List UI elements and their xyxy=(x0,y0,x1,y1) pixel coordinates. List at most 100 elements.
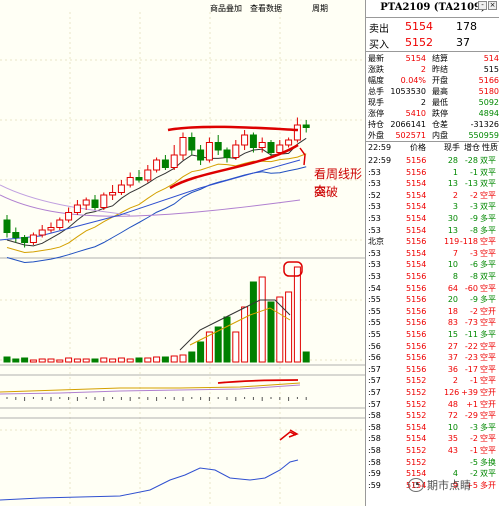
candle-body xyxy=(214,142,222,151)
volume-bar xyxy=(109,358,117,363)
divider xyxy=(366,141,499,142)
tick-price: 5152 xyxy=(406,411,427,421)
tick-time: :53 xyxy=(368,260,381,270)
candle-body xyxy=(100,194,108,208)
tick-row[interactable]: :58 5154 35 -2 空平 xyxy=(366,433,499,444)
tick-time: :59 xyxy=(368,469,381,479)
tick-row[interactable]: :57 5152 48 +1 空开 xyxy=(366,399,499,410)
tick-row[interactable]: :53 5156 8 -8 双平 xyxy=(366,271,499,282)
tick-volume: 43 xyxy=(447,446,458,455)
tick-time: :53 xyxy=(368,179,381,189)
tick-row[interactable]: :56 5156 27 -22 空平 xyxy=(366,341,499,352)
tick-nature: 多平 xyxy=(480,295,496,305)
volume-bar xyxy=(3,356,11,363)
tick-volume: 8 xyxy=(452,272,458,281)
tick-time: :53 xyxy=(368,167,381,177)
tick-volume: 2 xyxy=(452,376,458,386)
tick-price: 5152 xyxy=(406,399,427,409)
tick-time: :53 xyxy=(368,272,381,281)
tick-row[interactable]: :52 5154 2 -2 空平 xyxy=(366,190,499,201)
stat-value: 514 xyxy=(483,54,499,63)
candle-body xyxy=(249,134,257,148)
tick-time: :55 xyxy=(368,306,381,316)
minimize-icon[interactable]: - xyxy=(478,1,487,10)
tick-price: 5154 xyxy=(406,179,427,189)
kline-chart[interactable] xyxy=(0,0,365,506)
tick-row[interactable]: :53 5156 1 -1 双平 xyxy=(366,167,499,178)
tick-nature: 双平 xyxy=(480,179,496,189)
candle-body xyxy=(293,124,301,141)
tick-change: -2 xyxy=(470,469,478,479)
tick-row[interactable]: :56 5156 37 -23 空平 xyxy=(366,352,499,363)
volume-bar xyxy=(241,306,249,363)
stat-label: 幅度 xyxy=(368,76,384,85)
tick-row[interactable]: 北京 5156 119 -118 空平 xyxy=(366,236,499,247)
tick-row[interactable]: 22:59 5156 28 -28 双平 xyxy=(366,155,499,166)
stat-row: 涨停 5410 跌停 4894 xyxy=(366,109,499,119)
tick-change: -17 xyxy=(464,364,478,374)
tick-row[interactable]: :53 5154 30 -9 多平 xyxy=(366,213,499,224)
tick-row[interactable]: :59 5154 4 -2 双平 xyxy=(366,468,499,479)
tick-nature: 空平 xyxy=(480,190,496,200)
tick-row[interactable]: :58 5152 72 -29 空平 xyxy=(366,410,499,421)
stat-label: 总手 xyxy=(368,87,384,96)
stat-row: 现手 2 最低 5092 xyxy=(366,98,499,108)
tick-change: -8 xyxy=(470,272,478,281)
period-link[interactable]: 周期 xyxy=(312,4,328,13)
annotation-line xyxy=(217,379,299,384)
candle-body xyxy=(285,139,293,146)
chart-area[interactable]: 商品叠加 查看数据 周期 看周线形态 突破 xyxy=(0,0,365,506)
tick-time: :58 xyxy=(368,457,381,467)
candle-body xyxy=(29,234,37,243)
tick-time: 22:59 xyxy=(368,156,392,165)
close-icon[interactable]: × xyxy=(488,1,497,10)
tick-volume: 9 xyxy=(452,480,458,490)
tick-row[interactable]: :58 5152 43 -1 空平 xyxy=(366,445,499,456)
window-controls: - × xyxy=(478,1,497,10)
stat-value: 5154 xyxy=(405,54,426,63)
view-data-link[interactable]: 查看数据 xyxy=(250,4,282,13)
stat-label: 最低 xyxy=(432,98,448,107)
tick-change: -5 xyxy=(470,457,478,467)
tick-row[interactable]: :53 5154 3 -3 双平 xyxy=(366,201,499,212)
tick-change: -9 xyxy=(470,295,478,305)
tick-price: 5156 xyxy=(406,283,427,293)
tick-row[interactable]: :55 5156 18 -2 空开 xyxy=(366,306,499,317)
quote-panel: PTA2109 (TA2109) - × 卖出 5154 178 买入 5152… xyxy=(365,0,499,506)
tick-price: 5156 xyxy=(406,167,427,177)
tick-row[interactable]: :53 5154 7 -3 空平 xyxy=(366,248,499,259)
candle-body xyxy=(241,134,249,146)
candle-body xyxy=(276,144,284,153)
overlay-commodity-link[interactable]: 商品叠加 xyxy=(210,4,242,13)
ticks-header-time: 22:59 xyxy=(368,143,392,152)
tick-nature: 空平 xyxy=(480,376,496,386)
tick-row[interactable]: :58 5152 -5 多换 xyxy=(366,457,499,468)
tick-price: 5152 xyxy=(406,388,427,397)
tick-row[interactable]: :55 5156 20 -9 多平 xyxy=(366,294,499,305)
candle-body xyxy=(188,137,196,151)
tick-row[interactable]: :57 5156 36 -17 空平 xyxy=(366,364,499,375)
tick-row[interactable]: :54 5156 64 -60 空平 xyxy=(366,283,499,294)
candle-body xyxy=(38,229,46,236)
tick-row[interactable]: :57 5152 126 +39 空开 xyxy=(366,387,499,398)
tick-row[interactable]: :55 5156 15 -11 多平 xyxy=(366,329,499,340)
candle-body xyxy=(302,124,310,128)
indicator-line xyxy=(0,384,301,395)
tick-volume: 27 xyxy=(447,341,458,351)
volume-bar xyxy=(188,351,196,363)
volume-bar xyxy=(170,355,178,363)
tick-row[interactable]: :55 5156 83 -73 空平 xyxy=(366,317,499,328)
ticks-header-price: 价格 xyxy=(410,143,426,152)
annotation-arrow xyxy=(279,431,297,441)
candle-body xyxy=(267,142,275,153)
tick-row[interactable]: :53 5154 13 -8 多平 xyxy=(366,225,499,236)
tick-row[interactable]: :57 5152 2 -1 空平 xyxy=(366,375,499,386)
tick-row[interactable]: :58 5154 10 -3 多平 xyxy=(366,422,499,433)
tick-row[interactable]: :53 5154 13 -13 双平 xyxy=(366,178,499,189)
ticks-header-nature: 性质 xyxy=(482,143,498,152)
tick-row[interactable]: :53 5154 10 -6 多平 xyxy=(366,259,499,270)
stat-value: 5092 xyxy=(478,98,499,107)
sell-volume: 178 xyxy=(456,20,477,33)
stat-value: 2066141 xyxy=(390,120,426,129)
tick-change: -13 xyxy=(464,179,478,189)
